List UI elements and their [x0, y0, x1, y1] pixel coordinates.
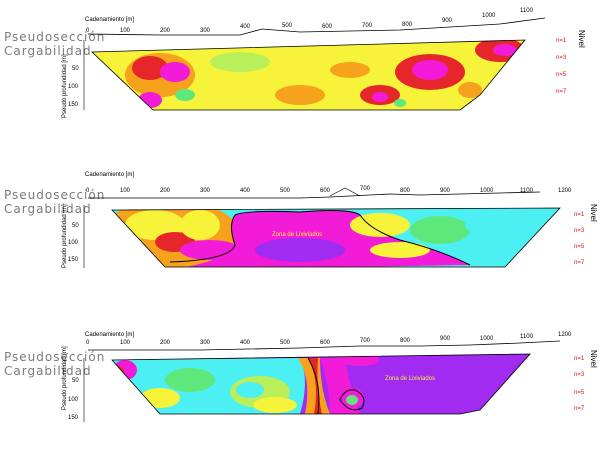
topography-line [87, 17, 546, 36]
depth-tick-label: 100 [68, 240, 79, 246]
side-label-line1: Pseudosección [4, 188, 106, 202]
depth-ticks: 50 100 150 [68, 378, 79, 421]
x-tick-label: 100 [120, 188, 131, 194]
x-tick-label: 0 [86, 188, 90, 194]
depth-ticks: 50 100 150 [68, 223, 79, 263]
x-ticks: 0 100 200 300 400 500 600 700 800 900 10… [86, 332, 572, 346]
n-level-label: n=3 [556, 55, 567, 61]
x-tick-label: 900 [442, 18, 453, 24]
side-label-line2: Cargabilidad [4, 364, 92, 378]
x-tick-label: 900 [440, 336, 451, 342]
x-tick-label: 600 [322, 24, 333, 30]
depth-tick-label: 150 [68, 415, 79, 421]
zone-label: Zona de Lixiviados [385, 376, 435, 382]
x-tick-label: 1200 [558, 188, 572, 194]
x-axis-title: Cadenamiento [m] [85, 332, 135, 338]
x-tick-label: 400 [240, 24, 251, 30]
pseudosection-panel-2: Pseudosección Cargabilidad Cadenamiento … [0, 150, 602, 310]
topography-line [88, 340, 561, 351]
x-tick-label: 800 [400, 188, 411, 194]
x-tick-label: 1100 [520, 188, 534, 194]
n-level-label: n=7 [574, 406, 585, 412]
x-tick-label: 700 [360, 186, 371, 192]
x-tick-label: 1200 [558, 332, 572, 338]
x-tick-label: 100 [120, 28, 131, 34]
x-tick-label: 900 [440, 188, 451, 194]
x-tick-label: 400 [240, 188, 251, 194]
topography-bump [329, 187, 361, 197]
pseudosection-plot-2: 0 100 200 300 400 500 600 700 800 900 10… [68, 186, 572, 268]
x-tick-label: 800 [400, 338, 411, 344]
pseudosection-plot-3: 0 100 200 300 400 500 600 700 800 900 10… [68, 332, 572, 422]
contour-line [307, 357, 320, 415]
x-tick-label: 1100 [520, 334, 534, 340]
section-outline [111, 353, 531, 415]
n-level-label: n=1 [574, 356, 585, 362]
x-tick-label: 300 [200, 188, 211, 194]
x-tick-label: 700 [360, 338, 371, 344]
x-tick-label: 200 [160, 28, 171, 34]
n-level-label: n=3 [574, 372, 585, 378]
pseudosection-panel-1: Pseudosección Cargabilidad Cadenamiento … [0, 0, 602, 150]
depth-tick-label: 100 [68, 397, 79, 403]
x-tick-label: 300 [200, 28, 211, 34]
depth-tick-label: 50 [72, 66, 79, 72]
section-outline [111, 207, 561, 268]
side-label: Pseudosección Cargabilidad [4, 350, 105, 378]
depth-ticks: 50 100 150 [68, 66, 79, 108]
n-level-label: n=3 [574, 228, 585, 234]
depth-tick-label: 100 [68, 84, 79, 90]
pseudosection-panel-3: Pseudosección Cargabilidad Cadenamiento … [0, 310, 602, 457]
section-body [92, 40, 525, 110]
zone-label: Zona de Lixiviados [272, 232, 322, 238]
depth-tick-label: 150 [68, 102, 79, 108]
x-tick-label: 400 [240, 340, 251, 346]
x-tick-label: 800 [402, 22, 413, 28]
x-tick-label: 300 [200, 340, 211, 346]
x-tick-label: 1000 [480, 188, 494, 194]
section-body [112, 208, 560, 267]
depth-tick-label: 150 [68, 257, 79, 263]
x-tick-label: 600 [320, 188, 331, 194]
x-axis-title: Cadenamiento [m] [85, 172, 135, 178]
x-tick-label: 500 [282, 23, 293, 29]
side-label-line2: Cargabilidad [4, 202, 92, 216]
x-ticks: 0 100 200 300 400 500 600 700 800 900 10… [86, 186, 572, 194]
x-tick-label: 200 [160, 340, 171, 346]
section-outline [91, 39, 526, 111]
x-tick-label: 0 [86, 340, 90, 346]
x-tick-label: 700 [362, 23, 373, 29]
n-level-label: n=7 [574, 260, 585, 266]
contour-line [339, 389, 365, 411]
n-level-label: n=1 [574, 212, 585, 218]
x-tick-label: 1100 [520, 8, 534, 14]
side-label-line1: Pseudosección [4, 30, 106, 44]
x-ticks: 0 100 200 300 400 500 600 700 800 900 10… [86, 8, 534, 34]
x-tick-label: 500 [280, 340, 291, 346]
contour-line [169, 210, 471, 266]
side-label-line1: Pseudosección [4, 350, 106, 364]
x-axis-title: Cadenamiento [m] [85, 17, 135, 23]
x-tick-label: 600 [320, 340, 331, 346]
n-level-label: n=5 [556, 72, 567, 78]
n-level-label: n=5 [574, 390, 585, 396]
pseudosection-plot-1: 0 100 200 300 400 500 600 700 800 900 10… [68, 8, 546, 111]
x-tick-label: 100 [120, 340, 131, 346]
n-level-label: n=1 [556, 38, 567, 44]
n-level-label: n=5 [574, 244, 585, 250]
x-tick-label: 1000 [482, 13, 496, 19]
n-level-label: n=7 [556, 89, 567, 95]
x-tick-label: 0 [86, 28, 90, 34]
x-tick-label: 500 [280, 188, 291, 194]
side-label: Pseudosección Cargabilidad [4, 188, 105, 216]
x-tick-label: 200 [160, 188, 171, 194]
topography-line [88, 191, 541, 199]
side-label: Pseudosección Cargabilidad [4, 30, 105, 58]
side-label-line2: Cargabilidad [4, 44, 92, 58]
section-body [112, 354, 530, 414]
depth-tick-label: 50 [72, 223, 79, 229]
x-tick-label: 1000 [480, 336, 494, 342]
depth-tick-label: 50 [72, 378, 79, 384]
